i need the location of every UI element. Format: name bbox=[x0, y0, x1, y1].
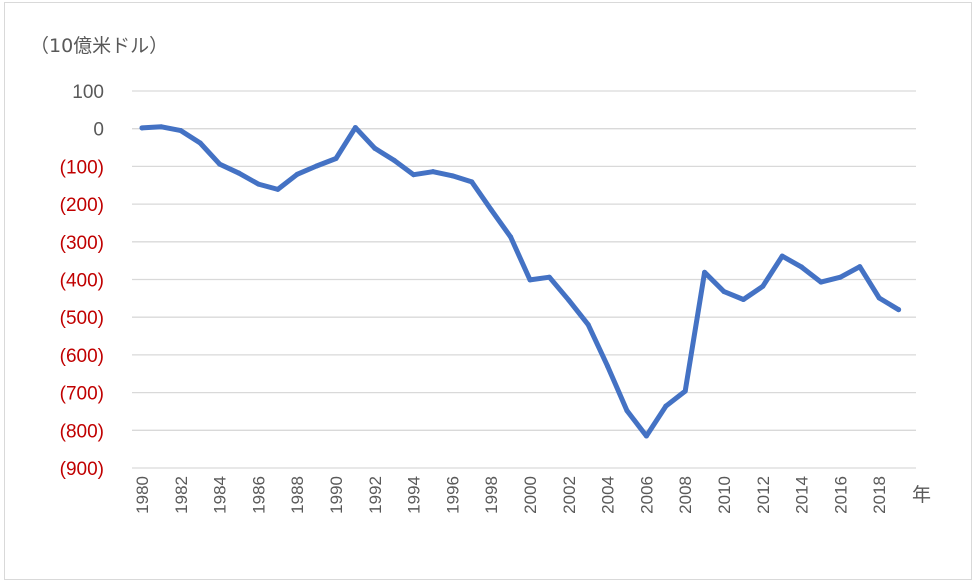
data-point bbox=[799, 264, 805, 270]
data-point bbox=[275, 186, 281, 192]
x-tick-label: 2016 bbox=[831, 476, 850, 514]
data-point bbox=[682, 388, 688, 394]
y-tick-label: 100 bbox=[72, 82, 104, 103]
data-point bbox=[197, 140, 203, 146]
data-point bbox=[566, 297, 572, 303]
x-tick-label: 2002 bbox=[560, 476, 579, 514]
data-point bbox=[411, 172, 417, 178]
data-point bbox=[663, 403, 669, 409]
x-tick-label: 2008 bbox=[676, 476, 695, 514]
y-tick-label: (500) bbox=[60, 308, 104, 329]
x-tick-label: 1996 bbox=[443, 476, 462, 514]
x-tick-label: 1990 bbox=[327, 476, 346, 514]
data-point bbox=[430, 169, 436, 175]
y-axis-ticks: 100 0 (100) (200) (300) (400) (500) (600) (700) (… bbox=[60, 82, 104, 480]
x-tick-label: 2012 bbox=[754, 476, 773, 514]
y-tick-label: (800) bbox=[60, 421, 104, 442]
data-point bbox=[876, 295, 882, 301]
data-point bbox=[527, 277, 533, 283]
data-point bbox=[818, 279, 824, 285]
data-point bbox=[508, 234, 514, 240]
data-point bbox=[837, 274, 843, 280]
data-point bbox=[255, 181, 261, 187]
data-point bbox=[896, 307, 902, 313]
series-line bbox=[139, 124, 902, 439]
x-tick-label: 1982 bbox=[172, 476, 191, 514]
data-point bbox=[643, 433, 649, 439]
x-tick-label: 1994 bbox=[405, 476, 424, 514]
data-point bbox=[352, 125, 358, 131]
gridlines bbox=[132, 90, 916, 469]
y-axis-unit-label: （10億米ドル） bbox=[30, 35, 168, 57]
x-tick-label: 2018 bbox=[870, 476, 889, 514]
data-point bbox=[139, 125, 145, 131]
data-point bbox=[217, 161, 223, 167]
data-point bbox=[449, 173, 455, 179]
data-point bbox=[236, 170, 242, 176]
y-tick-label: (200) bbox=[60, 195, 104, 216]
data-point bbox=[740, 296, 746, 302]
x-tick-label: 1988 bbox=[288, 476, 307, 514]
x-tick-label: 1992 bbox=[366, 476, 385, 514]
data-point bbox=[624, 408, 630, 414]
data-point bbox=[721, 289, 727, 295]
data-point bbox=[605, 363, 611, 369]
data-point bbox=[488, 207, 494, 213]
x-axis-ticks: 1980 1982 1984 1986 1988 1990 1992 1994 1996 1998… bbox=[133, 476, 889, 514]
y-tick-label: (900) bbox=[60, 459, 104, 480]
data-point bbox=[469, 179, 475, 185]
y-tick-label: (700) bbox=[60, 384, 104, 405]
data-point bbox=[158, 124, 164, 130]
x-tick-label: 1980 bbox=[133, 476, 152, 514]
data-point bbox=[372, 145, 378, 151]
x-tick-label: 2010 bbox=[715, 476, 734, 514]
y-tick-label: (400) bbox=[60, 271, 104, 292]
data-point bbox=[702, 269, 708, 275]
x-tick-label: 2004 bbox=[599, 476, 618, 514]
x-tick-label: 2014 bbox=[793, 476, 812, 514]
data-point bbox=[760, 283, 766, 289]
x-tick-label: 2006 bbox=[637, 476, 656, 514]
data-point bbox=[585, 322, 591, 328]
data-point bbox=[779, 253, 785, 259]
x-axis-unit-label: 年 bbox=[912, 484, 931, 506]
series-group bbox=[139, 124, 902, 439]
data-point bbox=[391, 157, 397, 163]
x-tick-label: 2000 bbox=[521, 476, 540, 514]
data-point bbox=[333, 155, 339, 161]
x-tick-label: 1984 bbox=[211, 476, 230, 514]
x-tick-label: 1986 bbox=[249, 476, 268, 514]
y-tick-label: (300) bbox=[60, 233, 104, 254]
data-point bbox=[857, 264, 863, 270]
y-tick-label: (600) bbox=[60, 346, 104, 367]
data-point bbox=[178, 128, 184, 134]
data-point bbox=[314, 163, 320, 169]
chart-frame bbox=[4, 2, 972, 580]
y-tick-label: (100) bbox=[60, 157, 104, 178]
x-tick-label: 1998 bbox=[482, 476, 501, 514]
data-point bbox=[546, 274, 552, 280]
data-point bbox=[294, 171, 300, 177]
y-tick-label: 0 bbox=[93, 120, 104, 141]
